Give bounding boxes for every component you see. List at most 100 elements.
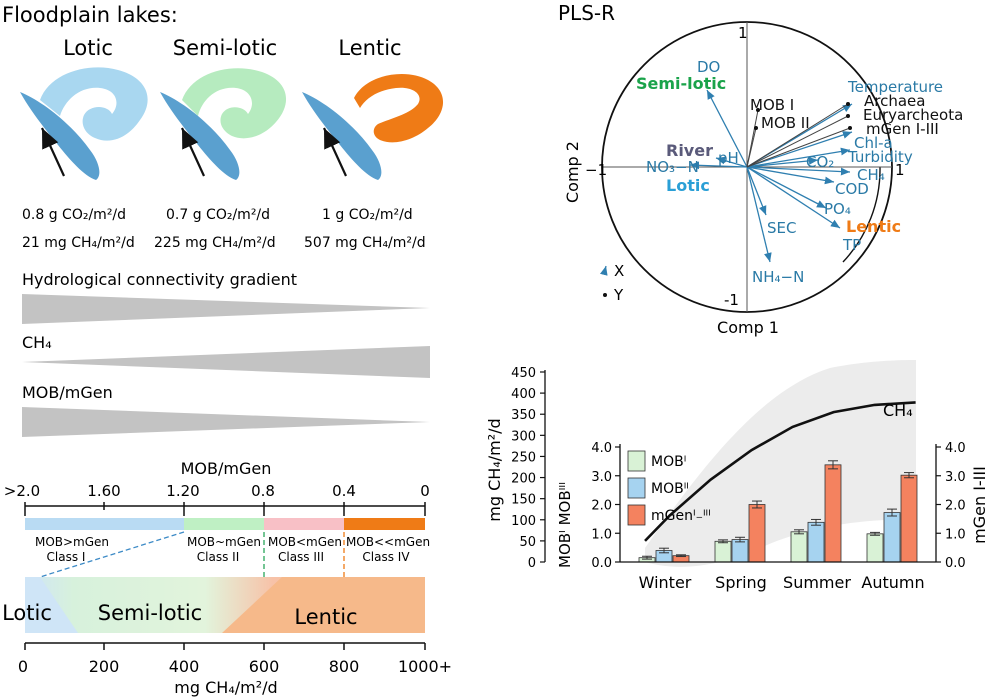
y-var-archaea: Archaea (864, 92, 925, 110)
pls-axis-y-label: Comp 2 (563, 141, 582, 203)
lentic-title: Lentic (338, 36, 401, 60)
x-var-cod: COD (835, 180, 869, 198)
hydro-gradient-label: Hydrological connectivity gradient (22, 270, 297, 289)
x-var-tp: TP (842, 236, 861, 254)
zone-connector-blue (39, 531, 185, 578)
class-iii-relation: MOB<mGen (268, 535, 342, 549)
scale-tick: 0.8 (251, 482, 275, 500)
pls-axis-x-label: Comp 1 (717, 318, 779, 337)
outer-left-tick-label: 0 (528, 556, 536, 571)
class-i-bar (25, 518, 184, 530)
right-tick-label: 4.0 (945, 441, 966, 456)
inner-left-tick-label: 0.0 (591, 556, 612, 571)
scale-tick: 0.4 (332, 482, 356, 500)
legend-x-label: X (614, 262, 624, 280)
pls-inner-arc (842, 166, 881, 263)
legend-swatch (627, 477, 646, 499)
pls-tick-left: −1 (585, 161, 607, 179)
legend-label: MOBᴵ (651, 454, 686, 470)
hydro-gradient-wedge (22, 294, 430, 324)
class-iv-label: Class IV (362, 550, 410, 564)
zone-lotic-label: Lotic (2, 601, 52, 625)
scale-tick-marks (24, 502, 426, 516)
outer-left-tick-label: 200 (511, 472, 536, 487)
lentic-river-shape (302, 92, 382, 180)
pls-tick-top: 1 (738, 24, 748, 42)
inner-left-axis-label: MOBᴵ MOBᴵᴵᴵ (556, 482, 574, 568)
outer-left-axis-label: mg CH₄/m²/d (485, 418, 504, 521)
class-i-relation: MOB>mGen (35, 535, 109, 549)
lotic-lake-shape (40, 67, 148, 141)
inner-left-tick-label: 1.0 (591, 527, 612, 542)
category-label: Summer (783, 573, 851, 592)
bar (731, 539, 749, 563)
y-loading-points (754, 102, 852, 130)
bar (790, 531, 808, 563)
outer-left-tick-label: 350 (511, 408, 536, 423)
class-iii-label: Class III (278, 550, 324, 564)
scale-tick: 1.60 (87, 482, 120, 500)
bar (824, 464, 842, 563)
seasonal-chart: CH₄ 0 50 100 150 200 250 300 350 400 450 mg CH₄/m²/… (485, 360, 989, 592)
outer-left-tick-label: 400 (511, 387, 536, 402)
group-semilotic: Semi-lotic (636, 74, 726, 93)
semilotic-co2: 0.7 g CO₂/m²/d (166, 207, 270, 223)
ch4-curve (644, 401, 916, 542)
scale-title: MOB/mGen (181, 459, 272, 478)
lentic-lake-illustration: Lentic (302, 36, 444, 180)
class-iv-bar (344, 518, 425, 530)
ch4-axis-ticks (24, 643, 426, 650)
class-iv-relation: MOB<<mGen (346, 535, 430, 549)
zone-lentic (222, 577, 425, 633)
x-var-po4: PO₄ (824, 200, 851, 218)
inner-left-tick-label: 3.0 (591, 470, 612, 485)
semilotic-ch4: 225 mg CH₄/m²/d (154, 235, 276, 251)
ch4-tick: 600 (249, 657, 280, 676)
chart-shading-layer (645, 360, 916, 567)
category-label: Autumn (861, 573, 924, 592)
scale-tick: 1.20 (166, 482, 199, 500)
lotic-co2: 0.8 g CO₂/m²/d (22, 207, 126, 223)
class-i-label: Class I (47, 550, 86, 564)
outer-left-tick-label: 50 (519, 535, 536, 550)
zone-lentic-label: Lentic (294, 605, 357, 629)
outer-left-tick-label: 250 (511, 450, 536, 465)
pls-title: PLS-R (558, 1, 615, 25)
y-variable-labels: MOB I MOB II Archaea Euryarcheota mGen I… (750, 92, 963, 138)
inner-left-tick-label: 2.0 (591, 499, 612, 514)
x-var-do: DO (697, 58, 720, 76)
group-lentic: Lentic (846, 217, 901, 236)
legend-label: MOBᴵᴵ (651, 481, 689, 497)
semilotic-flow-arrow (181, 127, 205, 177)
zone-semilotic-label: Semi-lotic (98, 601, 202, 625)
y-loading-lines (746, 103, 851, 168)
ch4-axis-title: mg CH₄/m²/d (174, 678, 277, 697)
right-axis-label: mGen I-III (970, 466, 989, 544)
pls-tick-right: 1 (895, 161, 905, 179)
lotic-title: Lotic (63, 36, 113, 60)
legend-y-label: Y (613, 286, 624, 304)
outer-left-tick-label: 300 (511, 429, 536, 444)
legend-y-dot (603, 293, 607, 297)
x-var-sec: SEC (767, 219, 796, 237)
y-var-mgen: mGen I-III (866, 120, 939, 138)
lotic-river-shape (20, 92, 100, 180)
x-var-temperature: Temperature (847, 78, 943, 96)
zone-lotic (25, 577, 78, 633)
legend-label: mGenᴵ₋ᴵᴵᴵ (651, 508, 711, 524)
y-var-euryarcheota: Euryarcheota (863, 106, 963, 124)
class-ii-bar (184, 518, 264, 530)
semilotic-lake-illustration: Semi-lotic (160, 36, 287, 180)
class-iii-bar (264, 518, 344, 530)
class-labels: MOB>mGen Class I MOB~mGen Class II MOB<m… (35, 535, 430, 564)
group-river: River (666, 141, 713, 160)
left-title: Floodplain lakes: (2, 3, 178, 27)
chart-axes-layer: CH₄ 0 50 100 150 200 250 300 350 400 450 mg CH₄/m²/… (485, 366, 989, 592)
left-panel: Floodplain lakes: Lotic Semi-lotic Lenti… (2, 3, 452, 697)
pls-panel: PLS-R 1 -1 −1 1 Comp 1 Comp 2 (558, 1, 963, 337)
ch4-uncertainty-band (645, 360, 916, 567)
category-label: Winter (639, 573, 692, 592)
ch4-tick: 200 (89, 657, 120, 676)
x-var-nh4: NH₄−N (752, 268, 804, 286)
